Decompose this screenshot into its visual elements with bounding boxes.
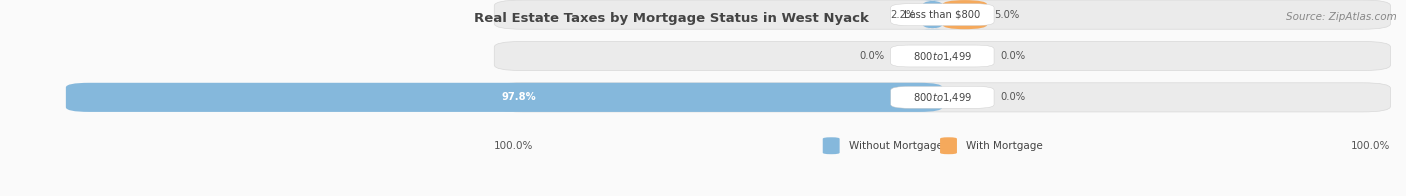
Text: 0.0%: 0.0%	[859, 51, 884, 61]
Text: Less than $800: Less than $800	[904, 10, 980, 20]
Text: 5.0%: 5.0%	[994, 10, 1019, 20]
FancyBboxPatch shape	[823, 137, 839, 154]
Text: Without Mortgage: Without Mortgage	[849, 141, 943, 151]
FancyBboxPatch shape	[942, 0, 987, 29]
Text: Source: ZipAtlas.com: Source: ZipAtlas.com	[1286, 12, 1398, 22]
FancyBboxPatch shape	[495, 0, 1391, 29]
FancyBboxPatch shape	[891, 4, 994, 26]
FancyBboxPatch shape	[891, 86, 994, 108]
FancyBboxPatch shape	[495, 41, 1391, 71]
Text: 97.8%: 97.8%	[502, 92, 537, 102]
Text: With Mortgage: With Mortgage	[966, 141, 1043, 151]
Text: $800 to $1,499: $800 to $1,499	[912, 50, 972, 63]
Text: 2.2%: 2.2%	[891, 10, 917, 20]
FancyBboxPatch shape	[66, 83, 942, 112]
Text: 100.0%: 100.0%	[495, 141, 534, 151]
FancyBboxPatch shape	[891, 45, 994, 67]
Text: 100.0%: 100.0%	[1351, 141, 1391, 151]
Text: 0.0%: 0.0%	[1001, 51, 1026, 61]
FancyBboxPatch shape	[495, 83, 1391, 112]
FancyBboxPatch shape	[941, 137, 957, 154]
Text: Real Estate Taxes by Mortgage Status in West Nyack: Real Estate Taxes by Mortgage Status in …	[474, 12, 869, 25]
Text: 0.0%: 0.0%	[1001, 92, 1026, 102]
Text: $800 to $1,499: $800 to $1,499	[912, 91, 972, 104]
FancyBboxPatch shape	[920, 0, 946, 29]
